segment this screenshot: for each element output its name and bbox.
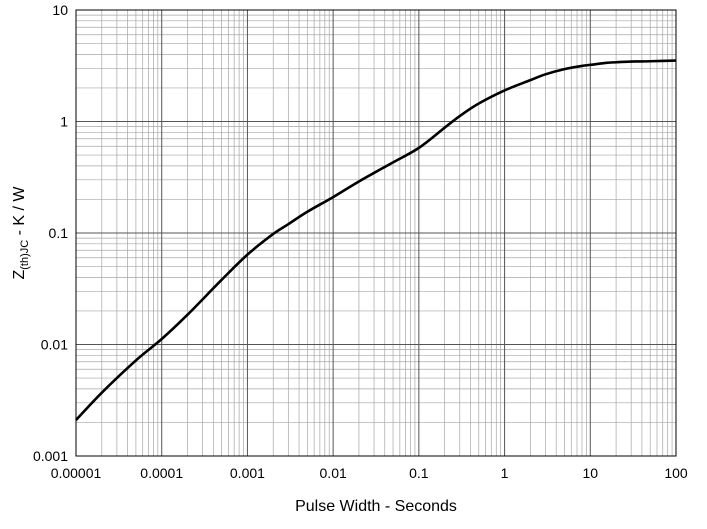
- x-tick-label: 0.00001: [51, 465, 102, 481]
- x-axis-title: Pulse Width - Seconds: [295, 498, 457, 515]
- curve-layer: [75, 59, 677, 421]
- y-tick-label: 10: [52, 2, 68, 18]
- y-tick-label: 0.1: [49, 225, 69, 241]
- y-axis-title: Z(th)JC - K / W: [11, 186, 31, 280]
- y-axis-title-subscript: (th)JC: [19, 240, 31, 270]
- y-axis-title-main: Z: [11, 270, 28, 280]
- x-tick-label: 0.1: [409, 465, 429, 481]
- y-tick-label: 0.01: [41, 337, 68, 353]
- y-tick-labels: 0.001 0.01 0.1 1 10: [33, 2, 68, 464]
- x-tick-label: 0.01: [320, 465, 347, 481]
- x-tick-label: 0.001: [230, 465, 265, 481]
- y-tick-label: 1: [60, 114, 68, 130]
- zth-curve: [75, 59, 677, 421]
- x-tick-label: 1: [501, 465, 509, 481]
- x-tick-labels: 0.00001 0.0001 0.001 0.01 0.1 1 10 100: [51, 465, 688, 481]
- y-tick-label: 0.001: [33, 448, 68, 464]
- plot-frame: [75, 9, 677, 457]
- x-tick-label: 0.0001: [140, 465, 183, 481]
- major-grid: [76, 10, 676, 456]
- x-tick-label: 10: [582, 465, 598, 481]
- y-axis-title-units: - K / W: [11, 186, 28, 240]
- x-tick-label: 100: [664, 465, 688, 481]
